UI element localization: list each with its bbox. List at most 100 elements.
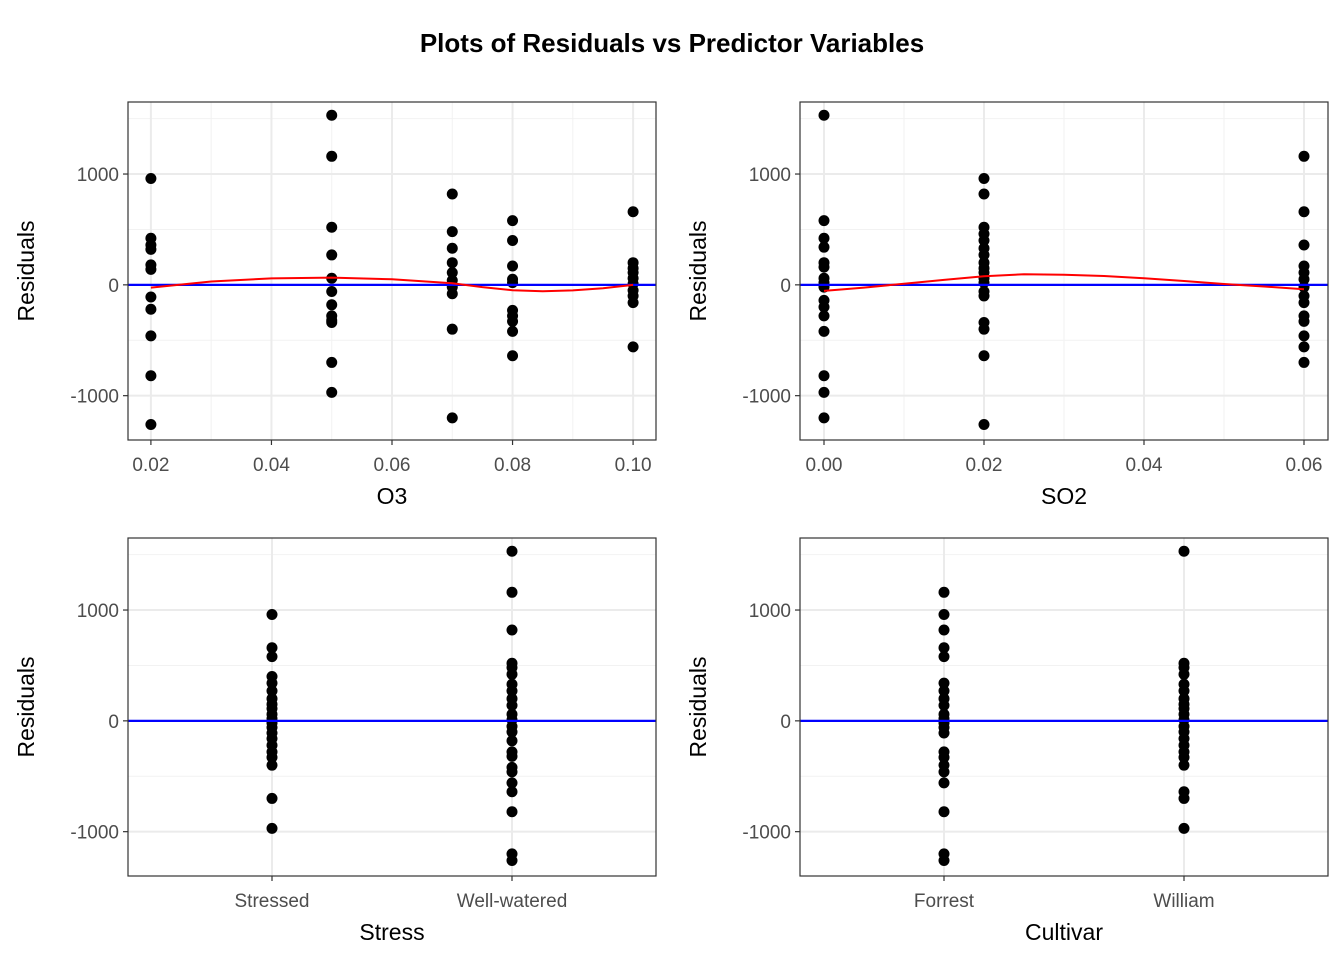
data-point bbox=[818, 310, 830, 322]
data-point bbox=[978, 172, 990, 184]
data-point bbox=[266, 751, 278, 763]
y-axis-title: Residuals bbox=[13, 221, 39, 322]
data-point bbox=[938, 586, 950, 598]
data-point bbox=[938, 854, 950, 866]
data-point bbox=[938, 608, 950, 620]
data-point bbox=[1178, 759, 1190, 771]
data-point bbox=[326, 299, 338, 311]
data-point bbox=[506, 854, 518, 866]
y-tick-label: 1000 bbox=[77, 601, 119, 622]
data-point bbox=[818, 386, 830, 398]
panel-o3: -1000 0 1000 0.02 0.04 0.06 0.08 0.10 O3 Residual… bbox=[13, 101, 657, 509]
data-point bbox=[507, 315, 519, 327]
y-axis-title: Residuals bbox=[13, 657, 39, 758]
data-point bbox=[938, 677, 950, 689]
x-tick-label: 0.00 bbox=[806, 455, 843, 476]
data-point bbox=[818, 232, 830, 244]
smooth-trend-line bbox=[150, 276, 634, 293]
data-point bbox=[978, 249, 990, 261]
data-point bbox=[818, 261, 830, 273]
data-point bbox=[938, 685, 950, 697]
data-point bbox=[266, 608, 278, 620]
data-point bbox=[326, 221, 338, 233]
panel-so2: -1000 0 1000 0.00 0.02 0.04 0.06 SO2 Residuals bbox=[685, 101, 1329, 509]
panel-background bbox=[800, 538, 1328, 876]
x-tick-label: 0.02 bbox=[132, 455, 169, 476]
data-point bbox=[506, 806, 518, 818]
data-point bbox=[1178, 545, 1190, 557]
x-tick-label: Stressed bbox=[235, 891, 310, 912]
data-point bbox=[326, 356, 338, 368]
data-point bbox=[145, 172, 157, 184]
data-point bbox=[326, 386, 338, 398]
x-axis-title: Cultivar bbox=[1025, 919, 1103, 945]
data-point bbox=[627, 206, 639, 218]
data-point bbox=[446, 188, 458, 200]
data-point bbox=[1178, 751, 1190, 763]
data-point bbox=[266, 685, 278, 697]
data-point bbox=[507, 260, 519, 272]
panel-cultivar: -1000 0 1000 Forrest William Cultivar Residual… bbox=[685, 537, 1329, 945]
data-point bbox=[978, 290, 990, 302]
data-point bbox=[507, 350, 519, 362]
data-point bbox=[1178, 822, 1190, 834]
data-point bbox=[266, 642, 278, 654]
data-point bbox=[978, 235, 990, 247]
data-point bbox=[266, 651, 278, 663]
y-tick-label: 0 bbox=[780, 712, 791, 733]
data-point bbox=[506, 777, 518, 789]
panel-stress: -1000 0 1000 Stressed Well-watered Stress Resi… bbox=[13, 537, 657, 945]
smooth-trend-line bbox=[823, 273, 1305, 292]
panel-border bbox=[799, 101, 1329, 441]
data-point bbox=[145, 243, 157, 255]
data-point bbox=[446, 257, 458, 269]
panel-border bbox=[799, 537, 1329, 877]
y-tick-label: -1000 bbox=[742, 823, 791, 844]
y-axis-title: Residuals bbox=[685, 221, 711, 322]
data-point bbox=[818, 325, 830, 337]
data-point bbox=[506, 685, 518, 697]
data-point bbox=[938, 727, 950, 739]
figure-title: Plots of Residuals vs Predictor Variable… bbox=[419, 28, 925, 58]
data-point bbox=[627, 297, 639, 309]
y-tick-label: -1000 bbox=[70, 387, 119, 408]
data-point bbox=[818, 109, 830, 121]
x-axis-title: Stress bbox=[359, 919, 424, 945]
data-point bbox=[506, 726, 518, 738]
data-point bbox=[326, 109, 338, 121]
data-point bbox=[938, 699, 950, 711]
data-point bbox=[446, 267, 458, 279]
data-point bbox=[145, 291, 157, 303]
data-point bbox=[507, 215, 519, 227]
y-axis-title: Residuals bbox=[685, 657, 711, 758]
x-axis-title: O3 bbox=[377, 483, 408, 509]
data-point bbox=[507, 325, 519, 337]
data-point bbox=[145, 303, 157, 315]
data-point bbox=[446, 412, 458, 424]
data-point bbox=[266, 822, 278, 834]
data-point bbox=[145, 263, 157, 275]
x-tick-label: Forrest bbox=[914, 891, 975, 912]
data-point bbox=[818, 215, 830, 227]
y-tick-label: 1000 bbox=[749, 165, 791, 186]
data-point bbox=[326, 317, 338, 329]
data-point bbox=[978, 188, 990, 200]
data-point bbox=[326, 286, 338, 298]
data-point bbox=[1298, 315, 1310, 327]
data-point bbox=[446, 226, 458, 238]
data-point bbox=[507, 235, 519, 247]
data-point bbox=[1298, 341, 1310, 353]
data-point bbox=[326, 150, 338, 162]
data-point bbox=[938, 766, 950, 778]
y-tick-label: 0 bbox=[108, 276, 119, 297]
y-tick-label: 0 bbox=[108, 712, 119, 733]
data-point bbox=[978, 418, 990, 430]
data-point bbox=[266, 759, 278, 771]
data-point bbox=[938, 651, 950, 663]
data-point bbox=[446, 242, 458, 254]
data-point bbox=[978, 323, 990, 335]
data-point bbox=[1298, 206, 1310, 218]
data-point bbox=[938, 777, 950, 789]
x-tick-label: 0.04 bbox=[253, 455, 290, 476]
